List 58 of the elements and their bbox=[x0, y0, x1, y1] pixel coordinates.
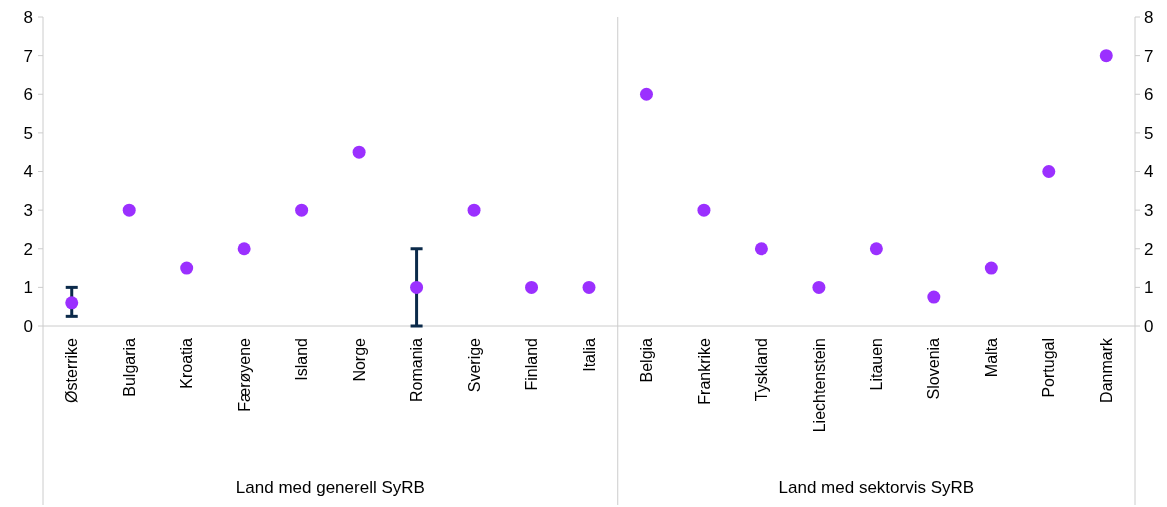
point bbox=[180, 261, 194, 275]
x-tick-label: Færøyene bbox=[235, 337, 253, 412]
point bbox=[237, 242, 251, 256]
y2-tick-label: 0 bbox=[1144, 316, 1154, 336]
x-tick-label: Bulgaria bbox=[120, 337, 138, 397]
y2-tick-label: 5 bbox=[1144, 123, 1154, 143]
point bbox=[295, 203, 309, 217]
y-tick-label: 2 bbox=[23, 239, 33, 259]
y-tick-label: 7 bbox=[23, 46, 33, 66]
x-tick-label: Finland bbox=[523, 338, 541, 391]
y-tick-label: 8 bbox=[23, 7, 33, 27]
x-tick-label: Malta bbox=[982, 337, 1000, 378]
point bbox=[582, 280, 596, 294]
x-tick-label: Liechtenstein bbox=[810, 338, 828, 433]
y2-tick-label: 3 bbox=[1144, 201, 1154, 221]
point bbox=[122, 203, 136, 217]
point bbox=[467, 203, 481, 217]
point bbox=[869, 242, 883, 256]
point bbox=[1042, 165, 1056, 178]
y-tick-label: 5 bbox=[23, 123, 33, 143]
point bbox=[984, 261, 998, 275]
point bbox=[1099, 49, 1113, 63]
y-tick-label: 1 bbox=[23, 278, 33, 298]
x-tick-label: Sverige bbox=[465, 337, 483, 393]
point bbox=[352, 145, 366, 159]
y2-tick-label: 7 bbox=[1144, 46, 1154, 66]
y-tick-label: 3 bbox=[23, 201, 33, 221]
x-tick-label: Portugal bbox=[1040, 338, 1058, 398]
x-tick-label: Island bbox=[293, 338, 311, 381]
text: Land med sektorvis SyRB bbox=[778, 478, 975, 497]
x-tick-label: Kroatia bbox=[178, 337, 196, 389]
text: Land med generell SyRB bbox=[235, 478, 425, 497]
x-tick-label: Tyskland bbox=[753, 338, 771, 402]
y2-tick-label: 1 bbox=[1144, 278, 1154, 298]
point bbox=[639, 87, 653, 101]
y2-tick-label: 6 bbox=[1144, 85, 1154, 105]
x-tick-label: Norge bbox=[350, 337, 368, 382]
y-tick-label: 4 bbox=[23, 162, 33, 182]
y-tick-label: 0 bbox=[23, 316, 33, 336]
point bbox=[754, 242, 768, 256]
x-tick-label: Litauen bbox=[867, 338, 885, 391]
y-tick-label: 6 bbox=[23, 85, 33, 105]
point bbox=[410, 280, 424, 294]
y2-tick-label: 8 bbox=[1144, 7, 1154, 27]
point bbox=[65, 296, 79, 310]
x-tick-label: Østerrike bbox=[63, 337, 81, 403]
point bbox=[812, 280, 826, 294]
y2-tick-label: 2 bbox=[1144, 239, 1154, 259]
x-tick-label: Frankrike bbox=[695, 337, 713, 405]
x-tick-label: Danmark bbox=[1097, 337, 1115, 403]
point bbox=[927, 290, 941, 304]
y2-tick-label: 4 bbox=[1144, 162, 1154, 182]
x-tick-label: Italia bbox=[580, 337, 598, 372]
point bbox=[697, 203, 711, 217]
x-tick-label: Belgia bbox=[638, 337, 656, 383]
x-tick-label: Slovenia bbox=[925, 337, 943, 400]
x-tick-label: Romania bbox=[408, 337, 426, 403]
point bbox=[525, 280, 539, 294]
